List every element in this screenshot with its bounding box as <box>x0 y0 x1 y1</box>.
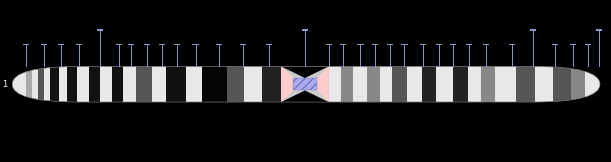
Bar <box>392 66 407 102</box>
Bar <box>244 66 262 102</box>
Bar <box>100 66 112 102</box>
Bar <box>535 66 553 102</box>
Bar <box>123 66 136 102</box>
Polygon shape <box>281 66 329 78</box>
Bar <box>420 44 426 45</box>
Bar <box>41 44 47 45</box>
Bar <box>166 66 186 102</box>
Bar <box>407 66 422 102</box>
Bar <box>59 66 67 102</box>
Bar <box>483 44 489 45</box>
Bar <box>571 66 585 102</box>
Bar <box>302 29 308 31</box>
Bar <box>329 66 341 102</box>
Polygon shape <box>281 66 293 102</box>
Bar <box>144 44 150 45</box>
Bar <box>353 66 367 102</box>
Bar <box>436 66 453 102</box>
Bar <box>266 44 272 45</box>
Bar <box>372 44 378 45</box>
Bar <box>326 44 332 45</box>
Bar <box>466 44 472 45</box>
Bar <box>97 29 103 31</box>
Bar <box>530 29 536 31</box>
Bar <box>468 66 481 102</box>
Polygon shape <box>317 66 329 102</box>
Bar <box>159 44 165 45</box>
Bar <box>509 44 515 45</box>
Bar <box>202 66 227 102</box>
Bar <box>387 44 393 45</box>
Bar <box>357 44 364 45</box>
Bar <box>262 66 281 102</box>
Bar <box>12 66 26 102</box>
Polygon shape <box>281 90 329 102</box>
Bar <box>67 66 77 102</box>
Bar <box>89 66 100 102</box>
Bar <box>450 44 456 45</box>
Polygon shape <box>293 78 317 90</box>
Bar <box>436 44 442 45</box>
Bar <box>340 44 346 45</box>
Bar <box>174 44 180 45</box>
Bar <box>401 44 408 45</box>
FancyBboxPatch shape <box>12 66 600 102</box>
Bar <box>77 66 89 102</box>
Bar <box>112 66 123 102</box>
Bar <box>23 44 29 45</box>
Bar <box>453 66 468 102</box>
Bar <box>553 66 571 102</box>
Bar <box>341 66 353 102</box>
Bar <box>136 66 152 102</box>
Bar <box>516 66 535 102</box>
Bar <box>367 66 380 102</box>
Bar <box>495 66 516 102</box>
Bar <box>128 44 134 45</box>
Bar <box>26 66 32 102</box>
Bar <box>570 44 576 45</box>
Bar <box>44 66 50 102</box>
Bar <box>380 66 392 102</box>
Bar <box>50 66 59 102</box>
Bar <box>76 44 82 45</box>
Bar <box>38 66 44 102</box>
Bar <box>227 66 244 102</box>
Bar <box>585 66 600 102</box>
Bar <box>481 66 495 102</box>
Bar <box>552 44 558 45</box>
Bar <box>422 66 436 102</box>
Bar <box>58 44 64 45</box>
Bar <box>32 66 38 102</box>
Bar <box>216 44 222 45</box>
Bar <box>152 66 166 102</box>
Bar <box>585 44 591 45</box>
Bar <box>240 44 246 45</box>
Bar <box>186 66 202 102</box>
Bar <box>116 44 122 45</box>
Text: 1: 1 <box>2 80 7 89</box>
Bar <box>596 29 602 31</box>
Bar <box>192 44 199 45</box>
